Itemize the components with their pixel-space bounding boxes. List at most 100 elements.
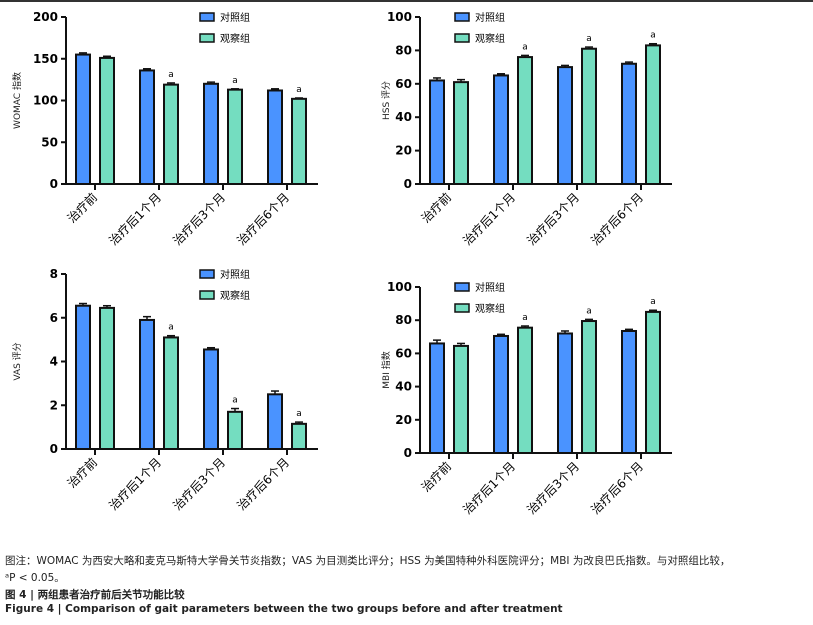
bar-control [429,79,445,185]
bar-control [493,334,509,454]
y-tick-label: 40 [395,380,412,394]
caption-note: 图注：WOMAC 为西安大略和麦克马斯特大学骨关节炎指数；VAS 为目测类比评分… [5,555,731,567]
legend-swatch [199,33,215,43]
y-tick-label: 4 [50,355,58,369]
y-tick-label: 0 [50,177,58,191]
significance-label: a [168,323,174,333]
y-tick-label: 0 [404,177,412,191]
bar-observe [227,88,243,185]
x-tick-label: 治疗前 [418,459,454,495]
y-axis-label: MBI 指数 [380,351,392,388]
bar-control [429,342,445,454]
bar-observe [517,56,533,185]
top-rule [0,0,813,2]
significance-label: a [522,313,528,323]
y-tick-label: 0 [404,446,412,460]
x-tick-label: 治疗后1个月 [460,190,518,248]
legend-label: 对照组 [220,268,250,281]
bar-observe [517,326,533,455]
bar-control [75,53,91,186]
legend-label: 对照组 [220,11,250,24]
legend-swatch [199,269,215,279]
significance-label: a [586,306,592,316]
y-tick-label: 60 [395,77,412,91]
significance-label: a [586,34,592,44]
bar-control [203,348,219,450]
x-tick-label: 治疗后1个月 [106,455,164,513]
x-tick-label: 治疗后1个月 [460,459,518,517]
y-tick-label: 200 [33,10,58,24]
bar-control [139,318,155,450]
bar-observe [291,422,307,450]
bar-control [621,329,637,454]
legend-swatch [199,12,215,22]
y-axis-label: VAS 评分 [12,342,23,380]
caption-note-p: ᵃP < 0.05。 [5,572,65,584]
y-tick-label: 0 [50,442,58,456]
y-tick-label: 40 [395,110,412,124]
bar-control [267,393,283,450]
y-tick-label: 80 [395,43,412,57]
bar-control [267,89,283,185]
y-tick-label: 2 [50,398,58,412]
significance-label: a [522,42,528,52]
significance-label: a [650,31,656,41]
x-tick-label: 治疗前 [64,190,100,226]
bar-observe [291,97,307,185]
x-tick-label: 治疗前 [418,190,454,226]
bar-observe [581,320,597,454]
y-tick-label: 80 [395,313,412,327]
legend-label: 对照组 [475,281,505,294]
y-tick-label: 6 [50,311,58,325]
x-tick-label: 治疗后1个月 [106,190,164,248]
y-tick-label: 50 [41,135,58,149]
x-tick-label: 治疗后3个月 [170,455,228,513]
bar-control [139,69,155,185]
bar-control [557,332,573,455]
significance-label: a [650,297,656,307]
y-tick-label: 20 [395,413,412,427]
significance-label: a [168,70,174,80]
bar-observe [645,44,661,185]
bar-control [203,82,219,185]
legend-swatch [199,290,215,300]
caption-title-cn: 图 4 | 两组患者治疗前后关节功能比较 [5,589,185,601]
caption-title-en: Figure 4 | Comparison of gait parameters… [5,603,563,615]
bar-control [621,62,637,185]
y-tick-label: 20 [395,144,412,158]
x-tick-label: 治疗后6个月 [234,190,292,248]
y-axis-label: HSS 评分 [381,81,392,120]
y-tick-label: 100 [387,280,412,294]
legend-swatch [454,303,470,313]
bar-control [493,74,509,185]
y-tick-label: 100 [387,10,412,24]
x-tick-label: 治疗后6个月 [588,459,646,517]
legend-swatch [454,282,470,292]
legend-swatch [454,33,470,43]
y-tick-label: 150 [33,52,58,66]
significance-label: a [232,396,238,406]
bar-observe [99,306,115,450]
x-tick-label: 治疗后3个月 [524,459,582,517]
bar-control [557,66,573,185]
legend-label: 观察组 [475,32,505,45]
y-tick-label: 100 [33,94,58,108]
bar-observe [453,344,469,454]
x-tick-label: 治疗前 [64,455,100,491]
x-tick-label: 治疗后3个月 [524,190,582,248]
bar-observe [645,310,661,454]
x-tick-label: 治疗后3个月 [170,190,228,248]
bar-observe [227,410,243,450]
significance-label: a [296,85,302,95]
bar-observe [581,47,597,186]
y-axis-label: WOMAC 指数 [11,72,23,129]
y-tick-label: 8 [50,267,58,281]
x-tick-label: 治疗后6个月 [234,455,292,513]
significance-label: a [232,76,238,86]
bar-control [75,304,91,450]
legend-label: 观察组 [220,32,250,45]
